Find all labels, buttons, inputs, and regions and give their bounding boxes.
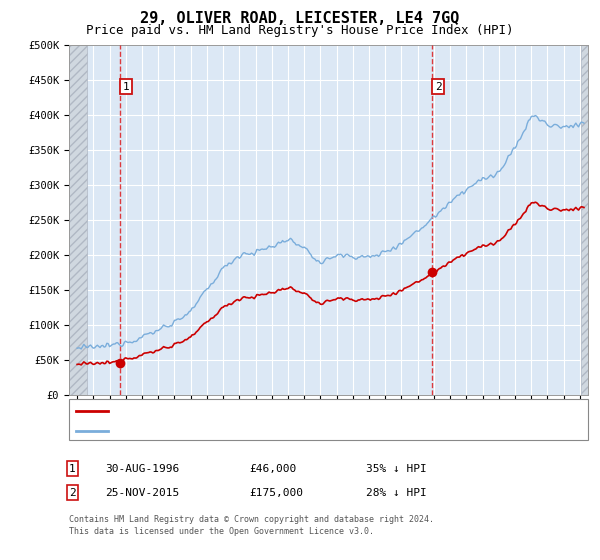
Text: 29, OLIVER ROAD, LEICESTER, LE4 7GQ: 29, OLIVER ROAD, LEICESTER, LE4 7GQ bbox=[140, 11, 460, 26]
Text: 1: 1 bbox=[69, 464, 76, 474]
Text: 1: 1 bbox=[122, 82, 130, 91]
Text: 28% ↓ HPI: 28% ↓ HPI bbox=[366, 488, 427, 498]
Text: 2: 2 bbox=[69, 488, 76, 498]
Text: This data is licensed under the Open Government Licence v3.0.: This data is licensed under the Open Gov… bbox=[69, 528, 374, 536]
Text: 25-NOV-2015: 25-NOV-2015 bbox=[105, 488, 179, 498]
Text: 30-AUG-1996: 30-AUG-1996 bbox=[105, 464, 179, 474]
Text: £46,000: £46,000 bbox=[249, 464, 296, 474]
Text: 29, OLIVER ROAD, LEICESTER, LE4 7GQ (detached house): 29, OLIVER ROAD, LEICESTER, LE4 7GQ (det… bbox=[113, 405, 438, 416]
Text: 2: 2 bbox=[435, 82, 442, 91]
Text: HPI: Average price, detached house, Leicester: HPI: Average price, detached house, Leic… bbox=[113, 426, 394, 436]
Text: Contains HM Land Registry data © Crown copyright and database right 2024.: Contains HM Land Registry data © Crown c… bbox=[69, 515, 434, 524]
Bar bbox=[69, 45, 86, 395]
Bar bbox=[581, 45, 588, 395]
Text: Price paid vs. HM Land Registry's House Price Index (HPI): Price paid vs. HM Land Registry's House … bbox=[86, 24, 514, 36]
Text: 35% ↓ HPI: 35% ↓ HPI bbox=[366, 464, 427, 474]
Text: £175,000: £175,000 bbox=[249, 488, 303, 498]
